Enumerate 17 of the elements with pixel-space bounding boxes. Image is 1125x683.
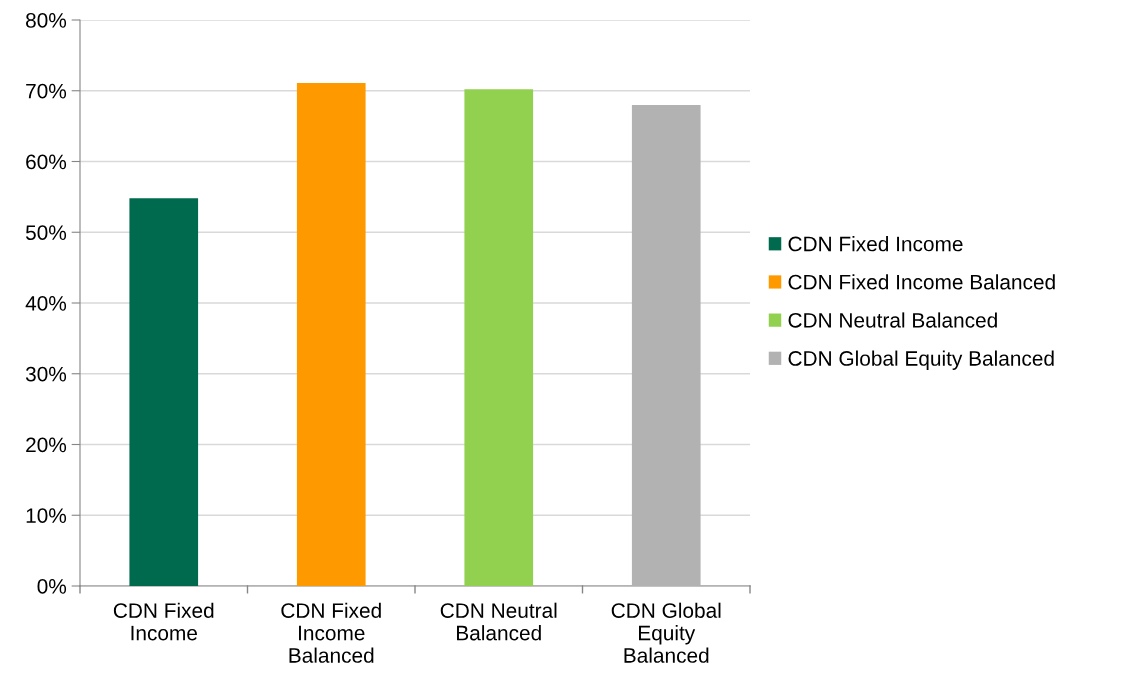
legend-label: CDN Fixed Income [788,236,963,252]
y-tick-label: 80% [26,13,67,28]
y-tick-label: 0% [37,579,67,594]
legend-label: CDN Global Equity Balanced [788,350,1054,370]
legend-label: CDN Neutral Balanced [788,312,997,328]
y-tick-label: 40% [25,296,67,311]
y-tick-label: 50% [25,225,67,240]
y-tick-label: 70% [26,83,67,99]
y-tick-label: 30% [25,366,67,382]
x-tick-label: CDN Neutral Balanced [440,602,557,641]
x-tick-label: CDN Fixed Income [113,602,214,641]
x-tick-label: CDN Fixed Income Balanced [281,602,381,663]
y-tick-label: 10% [26,508,67,523]
x-tick-label: CDN Global Equity Balanced [611,602,721,663]
y-tick-label: 60% [26,154,67,170]
legend-label: CDN Fixed Income Balanced [788,274,1055,290]
y-tick-label: 20% [26,437,67,453]
